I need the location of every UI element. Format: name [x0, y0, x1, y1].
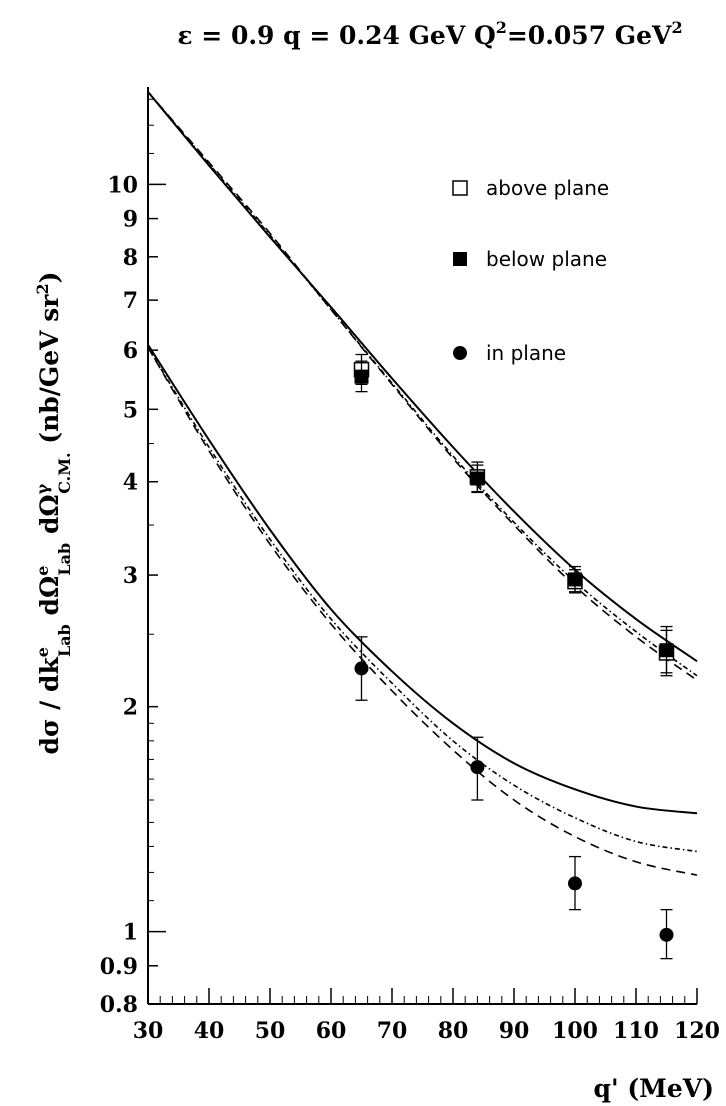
- data-point-filled-square: [568, 572, 582, 587]
- lower-curve-solid: [147, 344, 698, 815]
- y-tick-label: 2: [123, 695, 138, 721]
- data-point-filled-circle: [354, 661, 369, 676]
- y-tick-label: 6: [123, 338, 138, 364]
- x-tick-label: 120: [674, 1018, 720, 1044]
- data-point-filled-circle: [568, 876, 582, 891]
- lower-curve-dashed: [147, 347, 698, 876]
- y-tick-label: 3: [123, 563, 138, 589]
- model-curves: [147, 91, 698, 876]
- legend-marker-filled-circle: [453, 346, 467, 360]
- y-tick-label: 7: [123, 288, 138, 314]
- legend-label: below plane: [486, 247, 607, 271]
- data-point-filled-circle: [470, 760, 485, 775]
- upper-curve-dash-dot: [147, 91, 698, 677]
- lower-curve-dash-dot: [147, 347, 698, 853]
- y-tick-label: 4: [123, 470, 138, 496]
- upper-curve-solid: [147, 91, 698, 663]
- y-tick-label: 9: [123, 207, 138, 233]
- x-axis-title: q' (MeV): [594, 1074, 714, 1103]
- y-tick-label: 1: [123, 920, 138, 946]
- y-tick-label: 5: [123, 397, 138, 423]
- x-tick-label: 40: [194, 1018, 225, 1044]
- legend-label: above plane: [486, 176, 609, 200]
- legend-marker-open-square: [452, 180, 468, 196]
- x-tick-label: 30: [133, 1018, 164, 1044]
- y-tick-label: 0.9: [100, 954, 138, 980]
- x-tick-label: 110: [613, 1018, 659, 1044]
- chart-title: ε = 0.9 q = 0.24 GeV Q2=0.057 GeV2: [177, 18, 682, 50]
- data-point-filled-square: [659, 643, 674, 658]
- y-tick-label: 10: [107, 172, 138, 198]
- x-tick-label: 90: [499, 1018, 530, 1044]
- data-points: [353, 353, 675, 960]
- axes: 30 40 50 60 70 80 90 100 110 120 0.8 0.9 1 2 3 4 5 6 7 8 9 10: [100, 87, 720, 1044]
- x-tick-label: 80: [438, 1018, 469, 1044]
- legend-label: in plane: [486, 341, 566, 365]
- x-tick-label: 50: [255, 1018, 286, 1044]
- x-tick-label: 100: [552, 1018, 598, 1044]
- legend-marker-filled-square: [453, 252, 467, 266]
- x-tick-label: 70: [377, 1018, 408, 1044]
- data-point-filled-square: [470, 471, 485, 486]
- y-axis-title: dσ / dke Lab dΩe Lab dΩγ C.M. (nb/GeV sr2): [33, 272, 74, 755]
- upper-curve-dashed: [147, 91, 698, 681]
- data-point-filled-circle: [659, 927, 674, 942]
- y-tick-label: 0.8: [100, 992, 138, 1018]
- legend: above plane below plane in plane: [452, 176, 609, 365]
- data-point-filled-square: [354, 369, 369, 384]
- y-tick-label: 8: [123, 245, 138, 271]
- x-tick-label: 60: [316, 1018, 347, 1044]
